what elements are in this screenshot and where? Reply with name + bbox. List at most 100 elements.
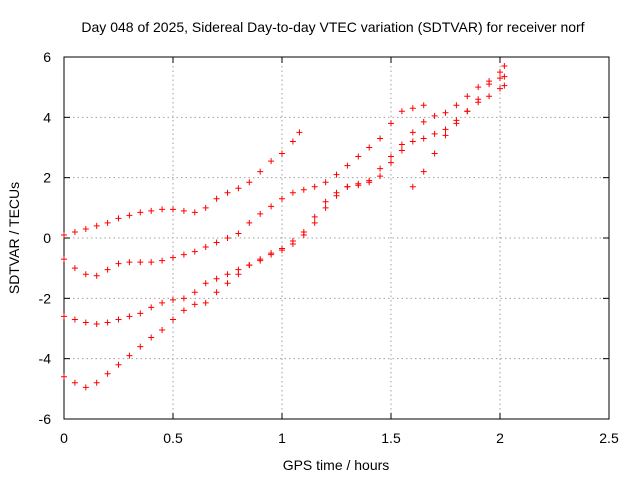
- data-point: [420, 168, 427, 175]
- data-point: [159, 257, 166, 264]
- data-point: [148, 207, 155, 214]
- data-point: [126, 313, 133, 320]
- data-points: [61, 63, 508, 391]
- data-point: [464, 93, 471, 100]
- data-point: [398, 108, 405, 115]
- data-point: [377, 165, 384, 172]
- y-tick-label: 6: [43, 49, 51, 65]
- data-point: [235, 271, 242, 278]
- data-point: [431, 150, 438, 157]
- data-point: [333, 189, 340, 196]
- data-point: [93, 272, 100, 279]
- data-point: [388, 159, 394, 166]
- x-tick-label: 0.5: [163, 430, 183, 446]
- data-point: [213, 195, 220, 202]
- data-point: [148, 304, 155, 311]
- data-point: [115, 316, 122, 323]
- data-point: [137, 343, 144, 350]
- data-point: [180, 207, 187, 214]
- data-point: [377, 135, 384, 142]
- data-point: [213, 289, 220, 296]
- data-point: [126, 259, 133, 266]
- y-tick-label: 0: [43, 230, 51, 246]
- data-point: [159, 327, 166, 334]
- data-point: [71, 228, 78, 235]
- data-point: [388, 120, 394, 127]
- data-point: [202, 299, 209, 306]
- data-point: [311, 183, 318, 190]
- data-point: [322, 204, 329, 211]
- data-point: [246, 219, 253, 226]
- data-point: [82, 271, 89, 278]
- data-point: [289, 138, 296, 145]
- data-point: [344, 162, 351, 169]
- data-point: [71, 316, 78, 323]
- data-point: [104, 219, 111, 226]
- data-point: [235, 185, 242, 192]
- data-point: [311, 219, 318, 226]
- data-point: [202, 280, 209, 287]
- data-point: [497, 69, 503, 76]
- data-point: [279, 195, 285, 202]
- data-point: [409, 129, 416, 136]
- data-point: [170, 206, 176, 213]
- data-point: [148, 259, 155, 266]
- series-track-5: [409, 63, 508, 190]
- data-point: [300, 186, 307, 193]
- x-tick-label: 1.5: [381, 430, 401, 446]
- data-point: [322, 179, 329, 186]
- x-tick-label: 0: [60, 430, 68, 446]
- data-point: [104, 370, 111, 377]
- chart-title: Day 048 of 2025, Sidereal Day-to-day VTE…: [81, 19, 584, 35]
- data-point: [93, 320, 100, 327]
- data-point: [398, 147, 405, 154]
- data-point: [442, 109, 449, 116]
- data-point: [82, 319, 89, 326]
- data-point: [71, 265, 78, 272]
- data-point: [180, 295, 187, 302]
- data-point: [289, 189, 296, 196]
- data-point: [453, 120, 460, 127]
- data-point: [246, 179, 253, 186]
- data-point: [366, 177, 373, 184]
- data-point: [191, 289, 198, 296]
- x-tick-label: 1: [278, 430, 286, 446]
- data-point: [191, 209, 198, 216]
- series-track-1: [61, 129, 303, 238]
- data-point: [104, 319, 111, 326]
- data-point: [202, 244, 209, 251]
- data-point: [257, 210, 264, 217]
- data-point: [257, 168, 264, 175]
- data-point: [420, 135, 427, 142]
- data-point: [486, 93, 493, 100]
- data-point: [475, 96, 482, 103]
- data-point: [377, 173, 384, 180]
- series-track-2: [61, 102, 427, 279]
- data-point: [202, 204, 209, 211]
- data-point: [442, 132, 449, 139]
- data-point: [355, 182, 362, 189]
- axis-ticks: 0 0.5 1 1.5 2 2.5 -6 -4 -2 0 2 4 6: [39, 49, 619, 446]
- data-point: [464, 108, 471, 115]
- data-point: [268, 250, 275, 257]
- series-track-4: [61, 73, 508, 391]
- data-point: [224, 271, 231, 278]
- data-point: [224, 235, 231, 241]
- data-point: [137, 310, 144, 317]
- y-tick-label: -2: [39, 290, 52, 306]
- data-point: [431, 130, 438, 137]
- data-point: [296, 129, 303, 136]
- data-point: [409, 138, 416, 145]
- data-point: [497, 85, 503, 92]
- data-point: [388, 153, 394, 160]
- data-point: [170, 254, 176, 261]
- data-point: [475, 84, 482, 91]
- data-point: [322, 198, 329, 205]
- data-point: [398, 141, 405, 148]
- data-point: [453, 102, 460, 109]
- data-point: [61, 231, 67, 238]
- data-point: [442, 126, 449, 133]
- data-point: [501, 73, 508, 80]
- data-point: [501, 82, 508, 89]
